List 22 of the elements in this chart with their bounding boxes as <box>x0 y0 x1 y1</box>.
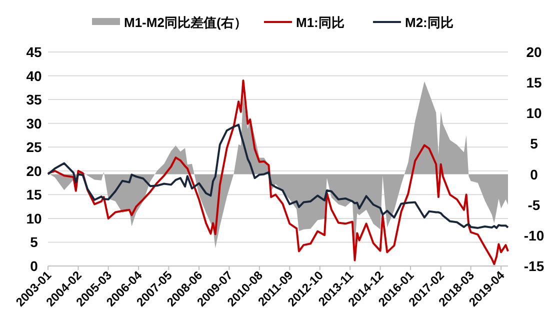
legend-label: M1-M2同比差值(右） <box>124 15 247 30</box>
y2-tick-label: 15 <box>526 74 542 91</box>
y-tick-label: 20 <box>26 162 42 179</box>
y-tick-label: 40 <box>26 68 42 84</box>
y2-tick-label: 5 <box>530 136 538 152</box>
legend-label: M2:同比 <box>405 15 454 30</box>
y2-tick-label: -15 <box>524 258 544 274</box>
y2-tick-label: 0 <box>530 166 538 182</box>
y2-tick-label: -10 <box>524 227 544 244</box>
y-tick-label: 35 <box>26 92 42 108</box>
y-tick-label: 25 <box>26 139 42 156</box>
y2-tick-label: -5 <box>528 196 540 213</box>
y-tick-label: 45 <box>26 44 42 60</box>
y-tick-label: 0 <box>30 258 38 274</box>
line-series <box>47 124 509 229</box>
y2-tick-label: 10 <box>526 105 542 122</box>
y-tick-label: 30 <box>26 115 42 132</box>
legend-label: M1:同比 <box>296 15 344 30</box>
y-tick-label: 5 <box>30 234 38 250</box>
y-tick-label: 15 <box>26 186 42 203</box>
y-tick-label: 10 <box>26 210 42 226</box>
y2-tick-label: 20 <box>526 44 542 60</box>
